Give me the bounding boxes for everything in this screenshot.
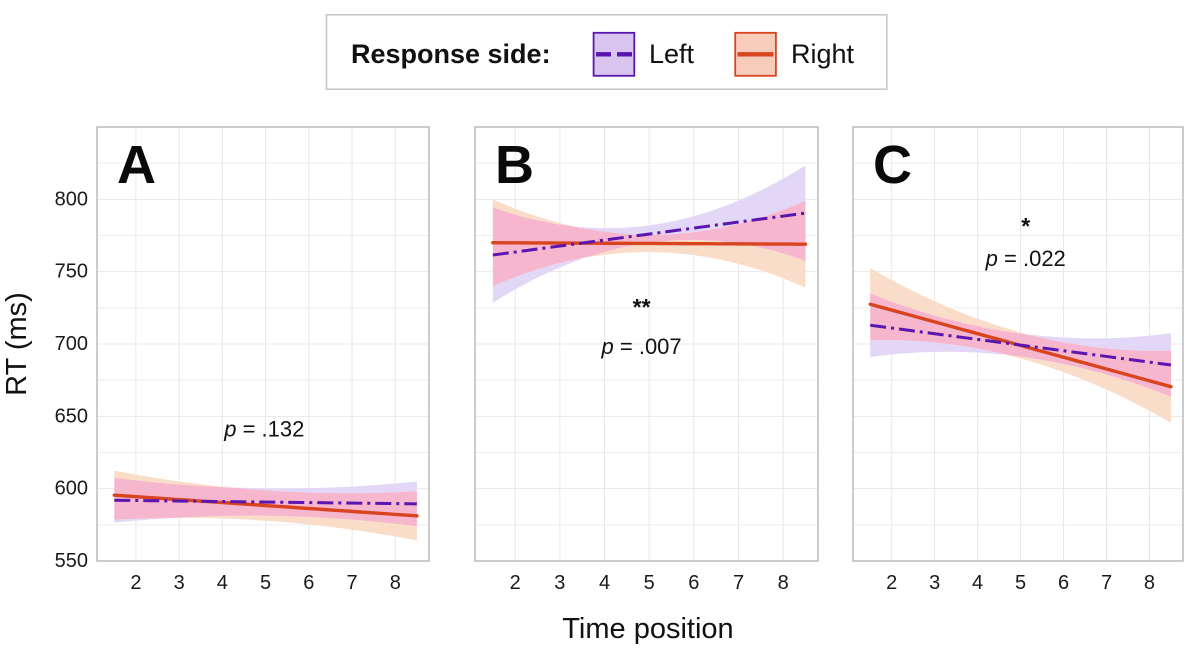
svg-text:6: 6: [688, 572, 699, 594]
svg-text:Right: Right: [791, 39, 855, 69]
svg-text:p = .132: p = .132: [223, 417, 304, 442]
svg-text:4: 4: [599, 572, 610, 594]
svg-text:Time position: Time position: [562, 613, 733, 645]
svg-text:Left: Left: [649, 39, 695, 69]
svg-text:p = .007: p = .007: [601, 334, 682, 359]
svg-text:750: 750: [55, 261, 88, 283]
svg-text:B: B: [495, 135, 534, 195]
svg-text:650: 650: [55, 405, 88, 427]
svg-text:4: 4: [217, 572, 228, 594]
svg-text:Response side:: Response side:: [351, 39, 551, 69]
svg-text:2: 2: [510, 572, 521, 594]
svg-text:8: 8: [390, 572, 401, 594]
svg-text:4: 4: [972, 572, 983, 594]
svg-text:A: A: [117, 135, 156, 195]
svg-text:8: 8: [1144, 572, 1155, 594]
svg-text:800: 800: [55, 188, 88, 210]
svg-text:600: 600: [55, 478, 88, 500]
svg-text:6: 6: [303, 572, 314, 594]
svg-text:7: 7: [346, 572, 357, 594]
svg-text:3: 3: [174, 572, 185, 594]
svg-text:2: 2: [886, 572, 897, 594]
svg-text:C: C: [873, 135, 912, 195]
svg-text:3: 3: [929, 572, 940, 594]
svg-text:550: 550: [55, 550, 88, 572]
svg-text:**: **: [633, 294, 651, 320]
svg-text:3: 3: [554, 572, 565, 594]
svg-text:2: 2: [130, 572, 141, 594]
svg-text:6: 6: [1058, 572, 1069, 594]
svg-text:700: 700: [55, 333, 88, 355]
svg-text:7: 7: [1101, 572, 1112, 594]
svg-text:8: 8: [778, 572, 789, 594]
svg-text:5: 5: [1015, 572, 1026, 594]
svg-text:5: 5: [260, 572, 271, 594]
svg-text:p = .022: p = .022: [985, 246, 1066, 271]
svg-text:7: 7: [733, 572, 744, 594]
svg-text:5: 5: [644, 572, 655, 594]
svg-text:*: *: [1021, 213, 1030, 239]
svg-text:RT (ms): RT (ms): [1, 292, 33, 396]
